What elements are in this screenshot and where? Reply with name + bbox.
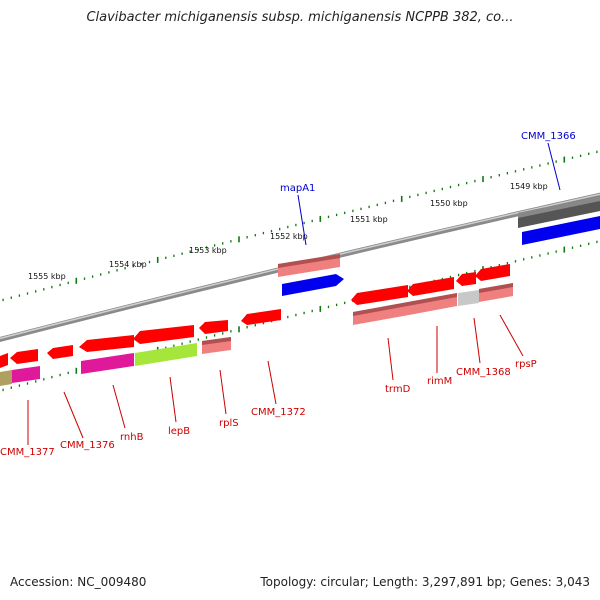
feature-shade-2 xyxy=(479,283,513,293)
label-rimM[interactable]: rimM xyxy=(427,376,452,387)
gene-cmm-1372-arrow[interactable] xyxy=(241,309,281,325)
label-mapA1[interactable]: mapA1 xyxy=(280,183,315,194)
leader-cmm-1368 xyxy=(473,317,481,364)
axis-label-1552: 1552 kbp xyxy=(270,232,308,241)
gene-cmm-1368-arrow[interactable] xyxy=(456,272,476,286)
feature-cmm-1368-gray[interactable] xyxy=(458,290,479,306)
leader-rpsP xyxy=(499,314,524,357)
outer-tick-track xyxy=(2,150,598,302)
gene-rpsP-arrow[interactable] xyxy=(475,264,510,281)
leader-cmm-1366 xyxy=(547,142,561,191)
leader-mapA1 xyxy=(297,194,307,246)
feature-lepB-green[interactable] xyxy=(135,343,197,366)
gene-cmm-1376-arrow[interactable] xyxy=(47,345,73,359)
gene-cmm-1366-blue-bar[interactable] xyxy=(522,216,600,245)
gene-cmm-1377b-arrow[interactable] xyxy=(10,349,38,364)
label-rplS[interactable]: rplS xyxy=(219,418,239,429)
gene-mapA1-bar[interactable] xyxy=(282,274,344,296)
accession-text: Accession: NC_009480 xyxy=(10,575,147,589)
label-cmm-1376[interactable]: CMM_1376 xyxy=(60,440,115,451)
label-rpsP[interactable]: rpsP xyxy=(515,359,537,370)
gene-lepB-arrow[interactable] xyxy=(133,325,194,344)
gene-mapA1-pseudo-shade xyxy=(278,254,340,268)
leader-trmD xyxy=(387,337,394,381)
feature-olive xyxy=(0,370,12,386)
axis-label-1550: 1550 kbp xyxy=(430,199,468,208)
axis-label-1553: 1553 kbp xyxy=(189,246,227,255)
axis-label-1555: 1555 kbp xyxy=(28,272,66,281)
feature-shade-1 xyxy=(353,293,457,316)
map-title: Clavibacter michiganensis subsp. michiga… xyxy=(86,10,514,25)
label-cmm-1366[interactable]: CMM_1366 xyxy=(521,131,576,142)
gene-rimM-arrow[interactable] xyxy=(407,277,454,296)
label-trmD[interactable]: trmD xyxy=(385,384,411,395)
gene-cmm-1377-arrow[interactable] xyxy=(0,353,8,368)
gene-trmD-arrow[interactable] xyxy=(351,285,408,305)
gene-cmm-1366-shade xyxy=(518,196,600,218)
label-cmm-1368[interactable]: CMM_1368 xyxy=(456,367,511,378)
label-lepB[interactable]: lepB xyxy=(168,426,190,437)
leader-cmm-1372 xyxy=(267,360,277,405)
feature-rnhB-magenta[interactable] xyxy=(81,353,134,374)
leader-rplS xyxy=(219,369,227,415)
axis-label-1551: 1551 kbp xyxy=(350,215,388,224)
label-cmm-1377[interactable]: CMM_1377 xyxy=(0,447,55,458)
feature-cmm-1377-magenta[interactable] xyxy=(12,366,40,383)
gene-rnhB-arrow[interactable] xyxy=(79,335,134,352)
topology-stats: Topology: circular; Length: 3,297,891 bp… xyxy=(260,575,590,589)
gene-rplS-arrow[interactable] xyxy=(199,320,228,334)
leader-rnhB xyxy=(112,384,126,429)
feature-shade-3 xyxy=(202,337,231,345)
label-rnhB[interactable]: rnhB xyxy=(120,432,144,443)
label-cmm-1372[interactable]: CMM_1372 xyxy=(251,407,306,418)
leader-lepB xyxy=(169,376,177,423)
axis-label-1549: 1549 kbp xyxy=(510,182,548,191)
axis-label-1554: 1554 kbp xyxy=(109,260,147,269)
leader-cmm-1376 xyxy=(63,391,84,439)
